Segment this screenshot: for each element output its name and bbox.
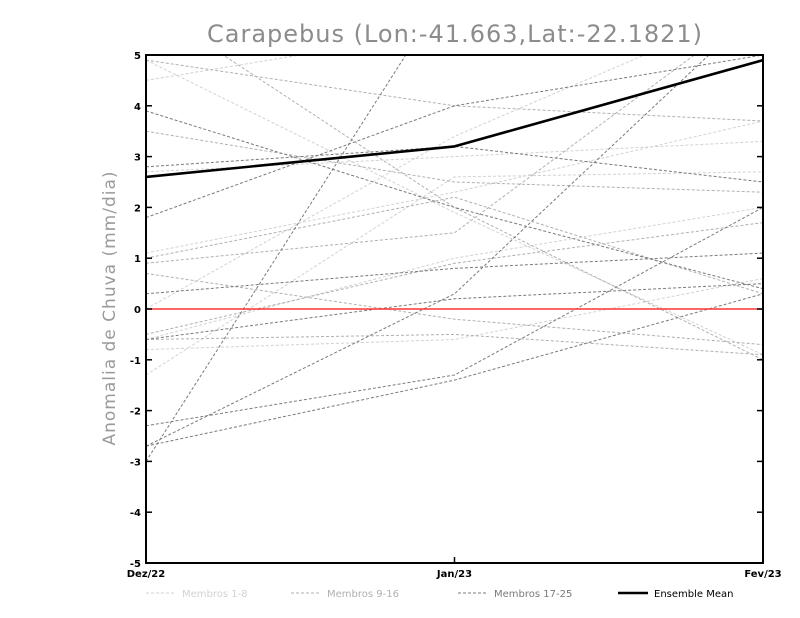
member-line-g3-2	[146, 55, 763, 219]
member-line-g3-1	[146, 55, 407, 462]
member-line-g3-3	[146, 145, 763, 183]
y-tick-label: 1	[134, 254, 141, 265]
x-tick-label: Dez/22	[127, 569, 166, 580]
member-line-g1-3	[146, 171, 763, 376]
member-line-g2-6	[146, 130, 763, 193]
y-tick-label: -5	[130, 559, 141, 570]
y-tick-label: -4	[130, 508, 141, 519]
member-line-g2-8	[146, 272, 763, 346]
member-line-g1-8	[146, 206, 763, 340]
member-line-g3-5	[146, 206, 763, 427]
y-tick-label: 0	[134, 305, 141, 316]
member-line-g2-5	[146, 333, 763, 356]
legend-label: Membros 1-8	[182, 589, 248, 600]
ensemble-members	[146, 55, 763, 462]
x-tick-label: Fev/23	[744, 569, 781, 580]
member-line-g3-7	[146, 252, 763, 295]
member-line-g1-1	[146, 120, 763, 254]
legend-label: Membros 9-16	[327, 589, 399, 600]
member-line-g2-2	[146, 59, 763, 122]
y-tick-label: 3	[134, 153, 141, 164]
legend-label: Membros 17-25	[494, 589, 572, 600]
ensemble-mean-layer	[146, 58, 763, 179]
x-tick-label: Jan/23	[436, 569, 472, 580]
y-tick-label: -1	[130, 356, 141, 367]
y-tick-label: -2	[130, 407, 141, 418]
ensemble-mean-line	[146, 58, 763, 179]
member-line-g3-8	[146, 110, 763, 290]
member-line-g1-5	[146, 278, 763, 351]
legend: Membros 1-8 Membros 9-16 Membros 17-25 Ense…	[146, 589, 733, 600]
y-axis-ticks: -5 -4 -3 -2 -1 0 1 2 3 4 5	[130, 51, 763, 570]
member-line-g3-6	[146, 293, 763, 447]
member-line-g1-4	[146, 55, 646, 310]
member-line-g2-3	[146, 222, 763, 335]
member-line-g2-1	[146, 55, 696, 264]
y-axis-label: Anomalia de Chuva (mm/dia)	[100, 170, 120, 445]
y-tick-label: 2	[134, 203, 141, 214]
member-line-g1-6	[146, 59, 763, 356]
member-line-g3-4	[146, 55, 710, 447]
member-line-g3-9	[146, 283, 763, 340]
member-line-g2-4	[146, 196, 763, 295]
y-tick-label: 5	[134, 51, 141, 62]
y-tick-label: -3	[130, 457, 141, 468]
y-tick-label: 4	[134, 102, 141, 113]
x-axis-ticks: Dez/22 Jan/23 Fev/23	[127, 557, 782, 580]
legend-label: Ensemble Mean	[654, 589, 733, 600]
chart-title: Carapebus (Lon:-41.663,Lat:-22.1821)	[207, 20, 703, 48]
